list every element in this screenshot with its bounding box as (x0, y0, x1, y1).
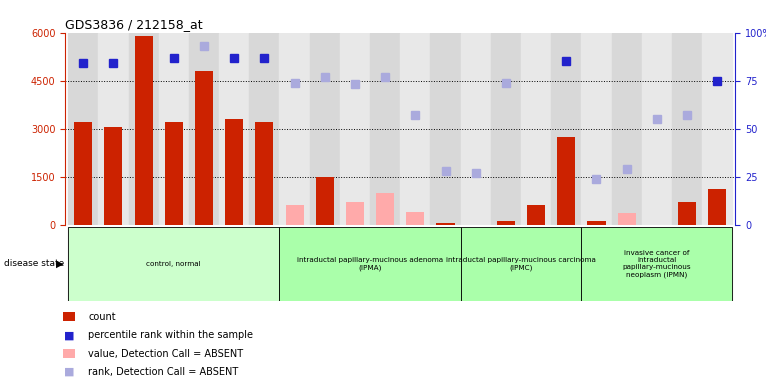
Bar (460, 33, 491, 225)
Bar (370, 33, 400, 225)
Bar (376, 193, 394, 225)
Bar (280, 227, 460, 301)
Bar (617, 214, 636, 225)
Bar (74, 122, 92, 225)
Bar (437, 223, 454, 225)
Bar (581, 33, 611, 225)
Text: rank, Detection Call = ABSENT: rank, Detection Call = ABSENT (88, 367, 238, 377)
Bar (249, 33, 280, 225)
Bar (430, 33, 460, 225)
Bar (642, 33, 672, 225)
Bar (255, 122, 273, 225)
Bar (460, 227, 491, 301)
Bar (552, 33, 581, 225)
Text: value, Detection Call = ABSENT: value, Detection Call = ABSENT (88, 349, 244, 359)
Bar (286, 205, 303, 225)
Bar (135, 36, 152, 225)
Bar (430, 227, 460, 301)
Bar (672, 33, 702, 225)
Bar (557, 137, 575, 225)
Text: ■: ■ (64, 367, 74, 377)
Bar (219, 33, 249, 225)
Bar (497, 222, 515, 225)
Bar (581, 227, 611, 301)
Bar (129, 227, 159, 301)
Bar (527, 205, 545, 225)
Bar (68, 227, 280, 301)
Bar (581, 227, 732, 301)
Bar (189, 33, 219, 225)
Bar (521, 33, 552, 225)
Text: invasive cancer of
intraductal
papillary-mucinous
neoplasm (IPMN): invasive cancer of intraductal papillary… (623, 250, 691, 278)
Bar (702, 227, 732, 301)
Bar (642, 227, 672, 301)
Bar (611, 33, 642, 225)
Text: intraductal papillary-mucinous carcinoma
(IPMC): intraductal papillary-mucinous carcinoma… (446, 257, 596, 271)
Bar (588, 222, 606, 225)
Bar (309, 33, 340, 225)
Bar (340, 33, 370, 225)
Bar (702, 33, 732, 225)
Bar (249, 227, 280, 301)
Bar (678, 202, 696, 225)
Bar (346, 202, 364, 225)
Bar (159, 227, 189, 301)
Bar (159, 33, 189, 225)
Bar (552, 227, 581, 301)
Bar (280, 227, 309, 301)
Bar (406, 212, 424, 225)
Bar (104, 127, 123, 225)
Bar (340, 227, 370, 301)
Bar (98, 227, 129, 301)
Text: count: count (88, 312, 116, 322)
Bar (98, 33, 129, 225)
Bar (460, 227, 581, 301)
Text: percentile rank within the sample: percentile rank within the sample (88, 330, 253, 340)
Bar (316, 177, 334, 225)
Bar (189, 227, 219, 301)
Bar (672, 227, 702, 301)
Bar (165, 122, 183, 225)
Bar (611, 227, 642, 301)
Bar (68, 227, 98, 301)
Bar (521, 227, 552, 301)
Bar (709, 189, 726, 225)
Bar (195, 71, 213, 225)
Bar (309, 227, 340, 301)
Text: ▶: ▶ (56, 259, 64, 269)
Bar (400, 227, 430, 301)
Bar (129, 33, 159, 225)
Bar (491, 33, 521, 225)
Bar (219, 227, 249, 301)
Bar (68, 33, 98, 225)
Bar (225, 119, 244, 225)
Text: disease state: disease state (4, 260, 64, 268)
Bar (400, 33, 430, 225)
Text: GDS3836 / 212158_at: GDS3836 / 212158_at (65, 18, 203, 31)
Text: intraductal papillary-mucinous adenoma
(IPMA): intraductal papillary-mucinous adenoma (… (297, 257, 443, 271)
Bar (370, 227, 400, 301)
Bar (280, 33, 309, 225)
Text: ■: ■ (64, 330, 74, 340)
Text: control, normal: control, normal (146, 261, 201, 267)
Bar (491, 227, 521, 301)
